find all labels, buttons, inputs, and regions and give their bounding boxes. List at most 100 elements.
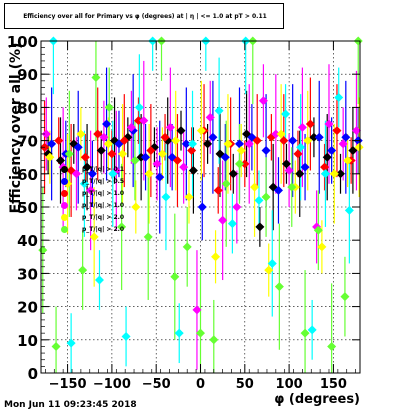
data-point (279, 136, 289, 146)
data-point (214, 106, 224, 116)
data-point (126, 122, 136, 132)
data-point (174, 328, 184, 338)
y-tick-label: 10 (17, 332, 38, 350)
y-tick-label: 60 (17, 166, 38, 184)
data-point (146, 146, 156, 156)
data-point (41, 129, 51, 139)
data-point (144, 169, 154, 179)
data-point (297, 122, 307, 132)
data-point (54, 136, 64, 146)
legend-entry: p_T/|q| > 2.0 (60, 213, 156, 223)
data-point (55, 156, 65, 166)
data-point (303, 136, 313, 146)
data-point (104, 102, 114, 112)
data-point (307, 325, 317, 335)
data-point (221, 179, 231, 189)
data-point (172, 156, 182, 166)
legend-marker (61, 226, 68, 233)
legend-entry: p_T/|q| > 0.1 (60, 165, 156, 175)
data-point (133, 116, 143, 126)
data-point (234, 139, 244, 149)
data-point (334, 92, 344, 102)
data-point (121, 331, 131, 341)
data-point (218, 215, 228, 225)
data-point (327, 341, 337, 351)
legend-marker (61, 202, 68, 209)
data-point (344, 205, 354, 215)
data-point (284, 165, 294, 175)
data-point (267, 258, 277, 268)
data-point (305, 119, 315, 129)
data-point (261, 192, 271, 202)
data-point (119, 136, 129, 146)
data-point (227, 219, 237, 229)
x-tick-label: −150 (49, 377, 87, 392)
data-point (192, 305, 202, 315)
x-tick-label: −50 (142, 377, 171, 392)
data-point (351, 126, 361, 136)
data-point (255, 222, 265, 232)
data-point (99, 132, 109, 142)
data-point (73, 142, 83, 152)
data-point (234, 159, 244, 169)
legend-marker (61, 166, 68, 173)
data-point (187, 146, 197, 156)
data-point (322, 152, 332, 162)
data-point (220, 152, 230, 162)
timestamp-footer: Mon Jun 11 09:23:45 2018 (4, 400, 137, 410)
data-point (327, 146, 337, 156)
data-point (197, 202, 207, 212)
data-point (141, 152, 151, 162)
y-tick-label: 30 (17, 265, 38, 283)
data-point (196, 328, 205, 338)
data-point (320, 162, 330, 172)
data-point (64, 149, 74, 159)
data-point (108, 169, 118, 179)
data-point (79, 179, 89, 189)
legend-label: p_T/|q| > 2.0 (82, 214, 125, 221)
x-tick-label: 0 (196, 377, 205, 392)
data-point (320, 169, 330, 179)
data-point (348, 146, 358, 156)
data-point (313, 225, 323, 235)
legend-entry: p_T/|q| > 1.0 (60, 201, 156, 211)
data-markers (38, 36, 364, 351)
data-point (317, 242, 327, 252)
data-point (170, 272, 180, 282)
legend-label: p_T/|q| > 0.5 (82, 178, 125, 185)
x-tick-label: 150 (320, 377, 347, 392)
data-point (309, 132, 319, 142)
data-point (117, 222, 127, 232)
data-point (89, 232, 99, 242)
data-point (176, 126, 186, 136)
y-tick-label: 40 (17, 232, 38, 250)
data-point (45, 152, 55, 162)
data-point (341, 132, 351, 142)
data-point (76, 129, 86, 139)
legend-label: p_T/|q| > 2.0 (82, 226, 125, 233)
data-point (80, 152, 90, 162)
data-point (118, 149, 128, 159)
legend-entry: p_T/|q| > 1.0 (60, 189, 156, 199)
x-tick-label: −100 (93, 377, 131, 392)
data-point (274, 282, 284, 292)
data-point (258, 96, 268, 106)
data-point (300, 162, 310, 172)
data-point (87, 169, 97, 179)
data-point (240, 159, 250, 169)
data-point (273, 185, 283, 195)
data-point (354, 142, 364, 152)
data-point (211, 252, 221, 262)
data-point (250, 182, 260, 192)
data-point (165, 122, 175, 132)
data-point (78, 265, 88, 275)
data-point (171, 136, 181, 146)
data-point (343, 156, 353, 166)
data-point (254, 195, 264, 205)
data-point (271, 129, 281, 139)
y-tick-label: 50 (17, 199, 38, 217)
data-point (281, 159, 291, 169)
data-point (130, 156, 140, 166)
data-point (134, 102, 144, 112)
data-point (188, 139, 198, 149)
